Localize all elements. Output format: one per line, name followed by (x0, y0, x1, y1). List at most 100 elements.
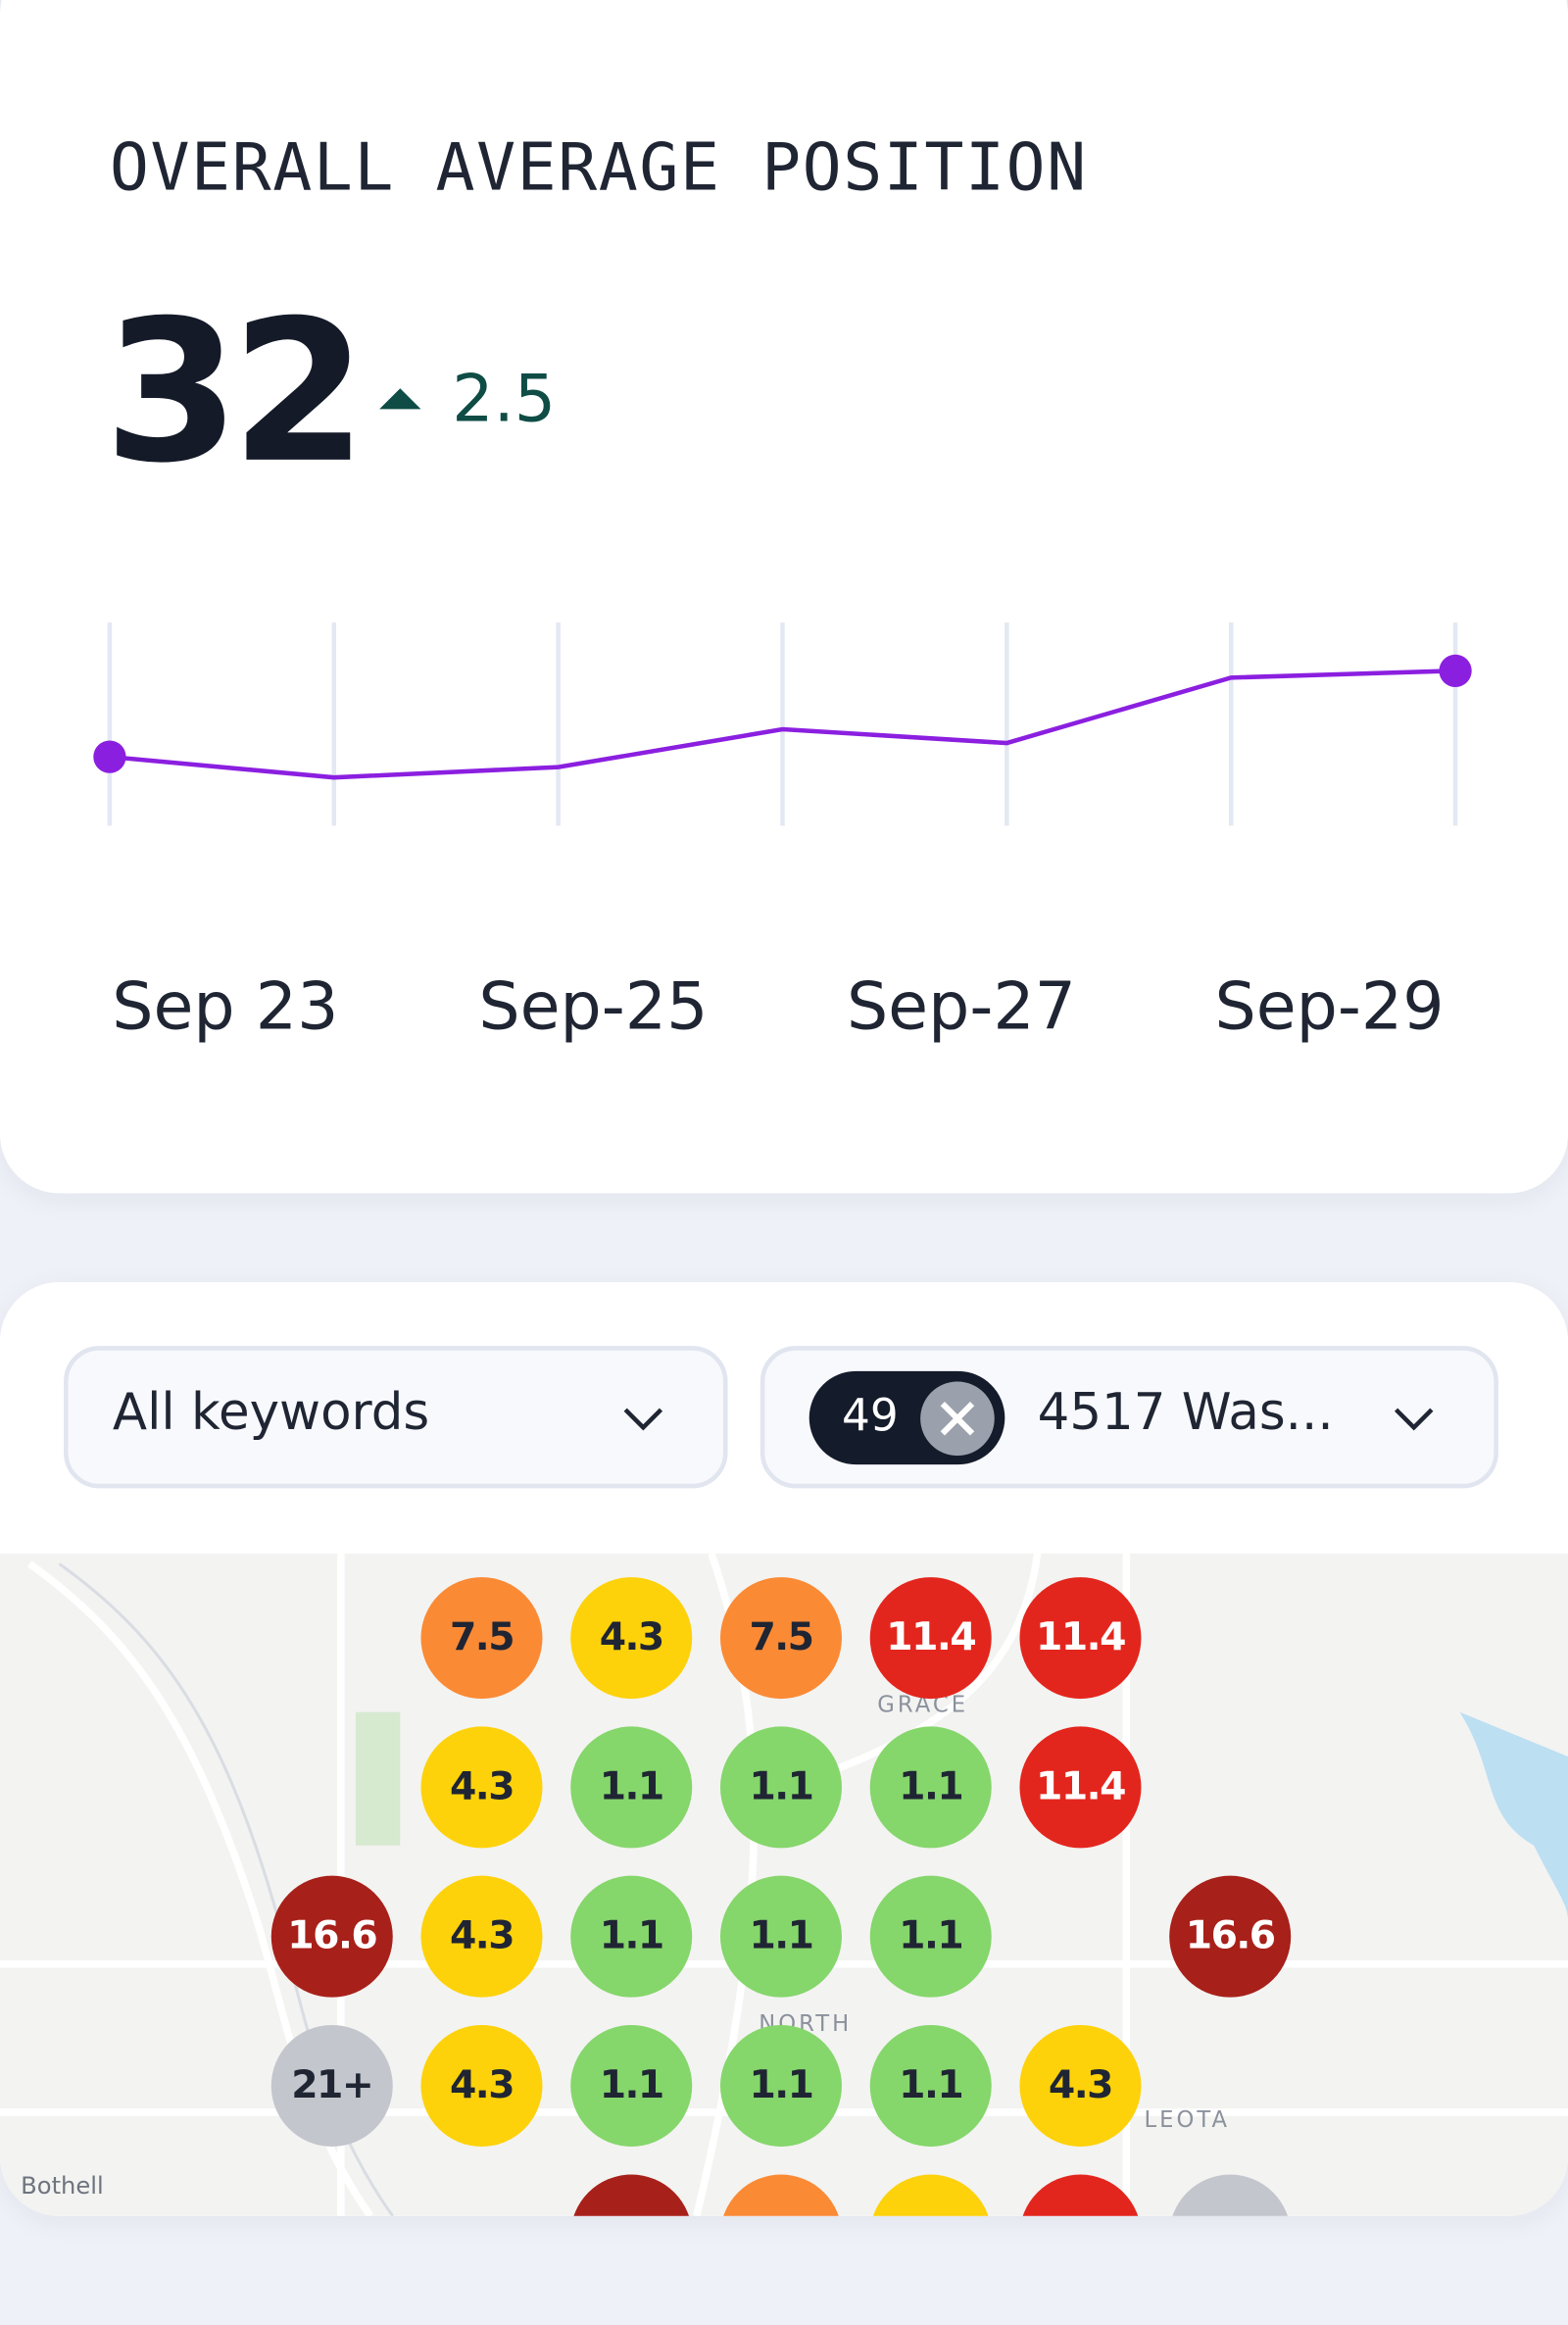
map-pin[interactable]: 11.4 (1019, 1577, 1142, 1700)
pin-circle (570, 1726, 693, 1849)
x-tick-label: Sep-29 (1215, 967, 1445, 1044)
keyword-dropdown[interactable]: All keywords (64, 1346, 728, 1489)
pin-circle (719, 1577, 842, 1700)
metric-change: 2.5 (452, 362, 557, 438)
pin-label: 16.6 (1186, 1914, 1275, 1958)
pin-label: 1.1 (600, 1914, 663, 1958)
pin-circle (570, 1577, 693, 1700)
map-pin[interactable]: 1.1 (869, 1726, 992, 1849)
pin-label: 4.3 (450, 1914, 514, 1958)
x-tick-label: Sep 23 (112, 967, 338, 1044)
dropdown-text: 4517 Was... (1037, 1382, 1334, 1443)
map-label: Bothell (21, 2172, 104, 2200)
pin (1022, 2174, 1139, 2216)
pin-label: 1.1 (899, 2063, 962, 2107)
end-dot (1439, 654, 1472, 687)
pin-circle (1169, 1875, 1292, 1998)
map-label: LEOTA (1144, 2107, 1230, 2133)
map-pin[interactable]: 21+ (270, 2024, 393, 2147)
pin-label: 11.4 (1036, 1764, 1125, 1808)
chevron (1394, 1408, 1434, 1431)
badge-count: 49 (841, 1390, 899, 1443)
end-dot (93, 740, 126, 773)
pin-label: 4.3 (1049, 2063, 1112, 2107)
card-title: OVERALL AVERAGE POSITION (109, 130, 1088, 207)
pin-label: 11.4 (886, 1615, 975, 1659)
map-pin[interactable]: 11.4 (869, 1577, 992, 1700)
clear-button[interactable] (919, 1380, 997, 1458)
chevron (623, 1408, 663, 1431)
pin-label: 1.1 (600, 1764, 663, 1808)
pin-circle (869, 1577, 992, 1700)
pin (723, 2174, 839, 2216)
pin-circle (420, 2024, 543, 2147)
pin-label: 1.1 (749, 1764, 812, 1808)
pin (1172, 2174, 1289, 2216)
map-pin[interactable]: 11.4 (1019, 1726, 1142, 1849)
pin-circle (869, 1875, 992, 1998)
pin-circle (719, 1875, 842, 1998)
pin-label: 11.4 (1036, 1615, 1125, 1659)
cut-off-pins (573, 2174, 1289, 2216)
pin-label: 4.3 (450, 1764, 514, 1808)
map-pin[interactable]: 1.1 (719, 2024, 842, 2147)
summary-card: OVERALL AVERAGE POSITION 32 2.5 Sep 23 Se… (0, 0, 1568, 1194)
pin-label: 1.1 (749, 2063, 812, 2107)
pin-label: 4.3 (600, 1615, 663, 1659)
pin-label: 1.1 (899, 1914, 962, 1958)
chart: Sep 23 Sep-25 Sep-27 Sep-29 (93, 622, 1472, 1044)
pin-label: 7.5 (749, 1615, 812, 1659)
line (109, 668, 1456, 780)
metric-value: 32 (103, 278, 368, 508)
map-card: GRACE NORTH LEOTA Bothell 7.5 4.3 7.5 11.4 1… (0, 1282, 1568, 2216)
x-tick-label: Sep-27 (847, 967, 1076, 1044)
up-arrow (379, 388, 421, 410)
pin-circle (1019, 1577, 1142, 1700)
map-pin[interactable]: 1.1 (719, 1726, 842, 1849)
dropdown-text: All keywords (112, 1382, 430, 1443)
pin-circle (570, 1875, 693, 1998)
pin-label: 1.1 (600, 2063, 663, 2107)
pin (573, 2174, 690, 2216)
pin-label: 21+ (291, 2063, 372, 2107)
pin-circle (420, 1875, 543, 1998)
lake (1459, 1711, 1568, 1920)
pin-circle (719, 2024, 842, 2147)
x-tick-label: Sep-25 (478, 967, 708, 1044)
pin-circle (270, 2024, 393, 2147)
map: GRACE NORTH LEOTA Bothell 7.5 4.3 7.5 11.4 1… (0, 1282, 1568, 2216)
pin-label: 16.6 (287, 1914, 376, 1958)
location-dropdown[interactable]: 49 4517 Was... (760, 1346, 1498, 1489)
pin-circle (869, 2024, 992, 2147)
pin-circle (270, 1875, 393, 1998)
pin-circle (420, 1577, 543, 1700)
map-pin[interactable]: 1.1 (570, 1875, 693, 1998)
pin (872, 2174, 989, 2216)
map-pin[interactable]: 16.6 (270, 1875, 393, 1998)
pin-circle (1019, 2024, 1142, 2147)
map-pin[interactable]: 1.1 (869, 2024, 992, 2147)
pin-circle (420, 1726, 543, 1849)
count-badge: 49 (808, 1370, 1005, 1465)
map-pin[interactable]: 4.3 (420, 1875, 543, 1998)
map-pin[interactable]: 4.3 (1019, 2024, 1142, 2147)
map-pin[interactable]: 7.5 (420, 1577, 543, 1700)
map-pin[interactable]: 1.1 (570, 2024, 693, 2147)
pin-circle (869, 1726, 992, 1849)
pin-label: 4.3 (450, 2063, 514, 2107)
map-pin[interactable]: 1.1 (570, 1726, 693, 1849)
pin-label: 1.1 (899, 1764, 962, 1808)
map-pin[interactable]: 1.1 (719, 1875, 842, 1998)
pin-circle (1019, 1726, 1142, 1849)
map-pin[interactable]: 16.6 (1169, 1875, 1292, 1998)
pin-label: 1.1 (749, 1914, 812, 1958)
map-pin[interactable]: 4.3 (570, 1577, 693, 1700)
pin-circle (570, 2024, 693, 2147)
map-pin[interactable]: 4.3 (420, 1726, 543, 1849)
map-pin[interactable]: 7.5 (719, 1577, 842, 1700)
park (355, 1711, 401, 1846)
map-pin[interactable]: 4.3 (420, 2024, 543, 2147)
pin-circle (719, 1726, 842, 1849)
map-pin[interactable]: 1.1 (869, 1875, 992, 1998)
